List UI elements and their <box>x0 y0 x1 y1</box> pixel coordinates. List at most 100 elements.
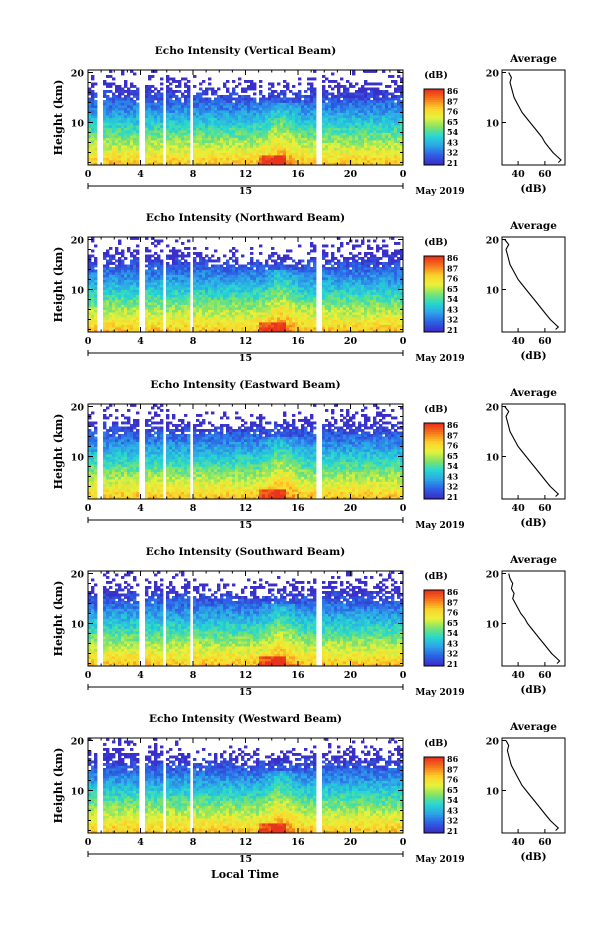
heatmap-cell <box>376 140 380 143</box>
heatmap-cell <box>352 72 356 76</box>
heatmap-cell <box>118 147 122 151</box>
heatmap-cell <box>250 309 254 313</box>
heatmap-cell <box>169 97 173 101</box>
heatmap-cell <box>160 95 164 98</box>
heatmap-cell <box>112 289 116 293</box>
heatmap-cell <box>169 127 173 131</box>
heatmap-cell <box>187 150 191 153</box>
heatmap-cell <box>238 319 242 323</box>
heatmap-cell <box>322 120 326 123</box>
heatmap-cell <box>88 162 92 165</box>
heatmap-cell <box>259 150 263 153</box>
heatmap-cell <box>109 324 113 328</box>
heatmap-cell <box>193 257 197 260</box>
heatmap-cell <box>166 127 170 131</box>
heatmap-cell <box>304 160 308 163</box>
heatmap-cell <box>226 120 230 123</box>
heatmap-cell <box>112 302 116 305</box>
heatmap-cell <box>244 130 248 133</box>
heatmap-cell <box>178 282 182 285</box>
heatmap-cell <box>304 127 308 131</box>
heatmap-cell <box>211 269 215 273</box>
heatmap-cell <box>184 90 188 93</box>
heatmap-cell <box>334 145 338 148</box>
heatmap-cell <box>367 132 371 136</box>
heatmap-cell <box>322 90 326 93</box>
heatmap-cell <box>130 152 134 156</box>
heatmap-cell <box>145 307 149 310</box>
heatmap-cell <box>112 267 116 270</box>
heatmap-cell <box>160 112 164 116</box>
heatmap-cell <box>202 102 206 106</box>
heatmap-cell <box>136 257 140 260</box>
heatmap-cell <box>121 130 125 133</box>
heatmap-cell <box>394 110 398 113</box>
heatmap-cell <box>262 279 266 283</box>
heatmap-cell <box>217 145 221 148</box>
heatmap-cell <box>268 329 272 332</box>
heatmap-cell <box>193 162 197 165</box>
heatmap-cell <box>265 107 269 111</box>
heatmap-cell <box>238 77 242 81</box>
heatmap-cell <box>346 102 350 106</box>
heatmap-cell <box>400 140 403 143</box>
heatmap-cell <box>118 239 122 243</box>
heatmap-cell <box>199 297 203 300</box>
heatmap-cell <box>220 142 224 146</box>
heatmap-cell <box>115 282 119 285</box>
heatmap-cell <box>136 97 140 101</box>
heatmap-cell <box>271 287 275 290</box>
heatmap-cell <box>280 117 284 121</box>
heatmap-cell <box>145 85 149 88</box>
heatmap-cell <box>334 105 338 108</box>
heatmap-cell <box>262 135 266 138</box>
heatmap-cell <box>313 77 317 81</box>
heatmap-cell <box>307 140 311 143</box>
heatmap-cell <box>112 125 116 128</box>
heatmap-cell <box>343 150 347 153</box>
heatmap-cell <box>208 307 212 310</box>
heatmap-cell <box>154 297 158 300</box>
heatmap-cell <box>256 302 260 305</box>
heatmap-cell <box>229 264 233 268</box>
heatmap-cell <box>376 100 380 103</box>
heatmap-cell <box>178 304 182 308</box>
heatmap-cell <box>277 299 281 303</box>
heatmap-cell <box>208 272 212 275</box>
heatmap-cell <box>325 122 329 126</box>
heatmap-cell <box>169 307 173 310</box>
heatmap-cell <box>202 157 206 161</box>
heatmap-cell <box>313 125 317 128</box>
heatmap-cell <box>121 269 125 273</box>
heatmap-cell <box>328 110 332 113</box>
heatmap-cell <box>130 312 134 315</box>
heatmap-cell <box>151 122 155 126</box>
heatmap-cell <box>127 324 131 328</box>
heatmap-cell <box>238 314 242 318</box>
heatmap-cell <box>127 127 131 131</box>
heatmap-cell <box>172 309 176 313</box>
heatmap-cell <box>187 309 191 313</box>
heatmap-cell <box>244 97 248 101</box>
heatmap-cell <box>148 102 152 106</box>
heatmap-cell <box>193 150 197 153</box>
heatmap-cell <box>103 155 107 158</box>
heatmap-cell <box>202 137 206 141</box>
heatmap-cell <box>271 145 275 148</box>
heatmap-cell <box>145 132 149 136</box>
heatmap-cell <box>256 272 260 275</box>
heatmap-cell <box>388 132 392 136</box>
heatmap-cell <box>193 274 197 278</box>
heatmap-cell <box>178 152 182 156</box>
heatmap-cell <box>118 117 122 121</box>
heatmap-cell <box>118 314 122 318</box>
heatmap-cell <box>151 289 155 293</box>
heatmap-cell <box>103 150 107 153</box>
colorbar-swatch <box>424 95 444 99</box>
heatmap-cell <box>400 142 403 146</box>
heatmap-cell <box>136 155 140 158</box>
heatmap-cell <box>124 110 128 113</box>
heatmap-cell <box>304 137 308 141</box>
heatmap-cell <box>271 152 275 156</box>
heatmap-cell <box>235 259 239 263</box>
